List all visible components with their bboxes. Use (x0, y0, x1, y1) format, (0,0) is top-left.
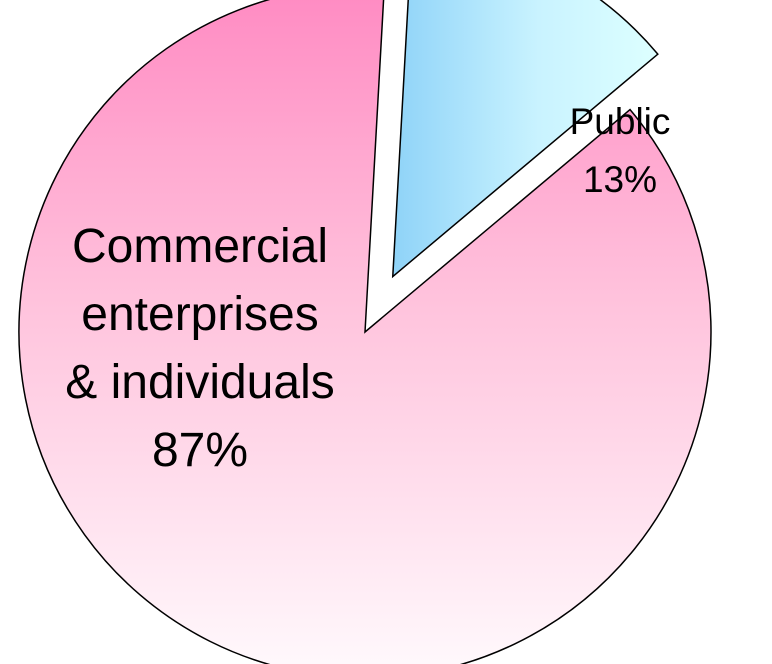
pie-label-public-line: 13% (583, 159, 657, 200)
pie-label-public-line: Public (570, 101, 671, 142)
pie-slice-commercial (18, 0, 712, 664)
pie-label-commercial: Commercial enterprises & individuals 87% (65, 220, 334, 477)
pie-slice-public (391, 0, 659, 279)
pie-label-commercial-line: Commercial (72, 220, 328, 273)
pie-label-commercial-line: enterprises (81, 288, 318, 341)
pie-label-commercial-line: & individuals (65, 356, 334, 409)
pie-label-commercial-line: 87% (152, 424, 248, 477)
pie-label-public: Public 13% (570, 101, 671, 200)
